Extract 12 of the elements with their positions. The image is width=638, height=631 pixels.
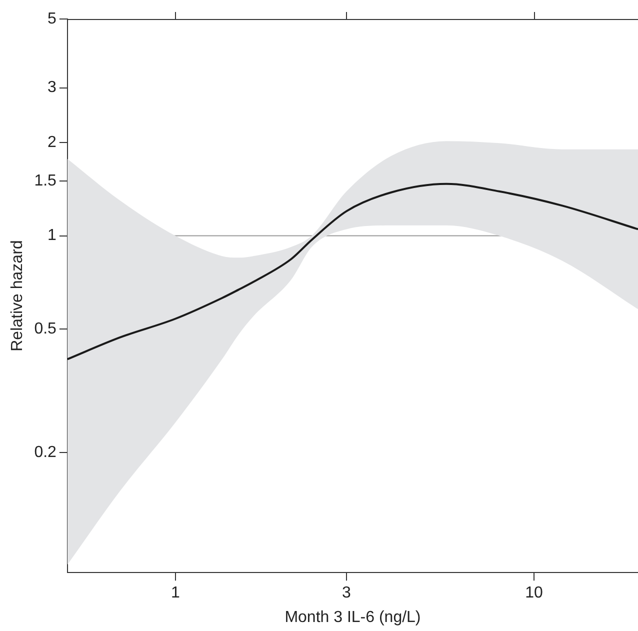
x-tick-label: 3 [342,584,352,602]
x-axis-title: Month 3 IL-6 (ng/L) [284,608,421,626]
y-tick-label: 1 [48,227,57,244]
y-axis-title: Relative hazard [9,240,26,352]
y-tick-label: 0.5 [34,320,57,338]
y-tick-label: 5 [48,10,57,28]
y-tick-label: 2 [48,134,57,151]
y-tick-label: 1.5 [34,172,57,190]
x-tick-label: 10 [525,584,543,602]
y-tick-label: 0.2 [34,444,57,461]
x-tick-label: 1 [170,584,180,602]
y-tick-label: 3 [48,79,57,96]
